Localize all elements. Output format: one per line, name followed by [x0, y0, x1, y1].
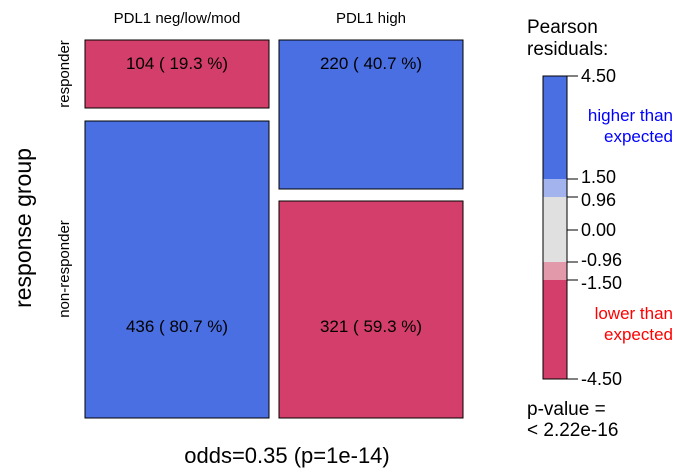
p-value-text: p-value = — [527, 399, 606, 420]
legend-color-bar — [543, 76, 567, 379]
legend-ticks: 4.50 1.50 0.96 0.00 -0.96 -1.50 -4.50 — [567, 66, 622, 389]
row-label: non-responder — [56, 220, 73, 318]
cell-label: 220 ( 40.7 %) — [320, 54, 422, 73]
row-label: responder — [56, 40, 73, 108]
legend-band — [543, 179, 567, 197]
p-value-text: < 2.22e-16 — [527, 420, 618, 441]
legend-color-bar-outline — [542, 75, 568, 380]
cell-label: 104 ( 19.3 %) — [126, 54, 228, 73]
legend-band — [543, 76, 567, 179]
legend-lower-text: expected — [604, 325, 673, 344]
legend-lower-text: lower than — [595, 304, 673, 323]
x-axis-label: odds=0.35 (p=1e-14) — [184, 443, 390, 468]
cell-label: 436 ( 80.7 %) — [126, 317, 228, 336]
legend-tick-label: 0.00 — [581, 220, 616, 240]
column-label: PDL1 neg/low/mod — [114, 10, 241, 27]
column-label: PDL1 high — [336, 10, 406, 27]
legend-tick-label: 0.96 — [581, 190, 616, 210]
legend-tick-label: 1.50 — [581, 167, 616, 187]
y-axis-label: response group — [10, 148, 36, 308]
legend-tick-label: 4.50 — [581, 66, 616, 86]
cell-responder-pdl1-high — [278, 39, 464, 190]
legend-band — [543, 262, 567, 280]
legend-tick-label: -4.50 — [581, 369, 622, 389]
legend-higher-text: expected — [604, 127, 673, 146]
legend-title: Pearson — [527, 17, 598, 38]
legend-higher-text: higher than — [588, 106, 673, 125]
legend-tick-label: -1.50 — [581, 273, 622, 293]
legend-band — [543, 280, 567, 379]
cell-responder-pdl1-low — [84, 39, 270, 109]
legend-title: residuals: — [527, 39, 608, 60]
cell-nonresponder-pdl1-low — [84, 120, 270, 419]
legend-band — [543, 197, 567, 262]
legend-tick-label: -0.96 — [581, 250, 622, 270]
cell-label: 321 ( 59.3 %) — [320, 317, 422, 336]
cell-nonresponder-pdl1-high — [278, 200, 464, 419]
